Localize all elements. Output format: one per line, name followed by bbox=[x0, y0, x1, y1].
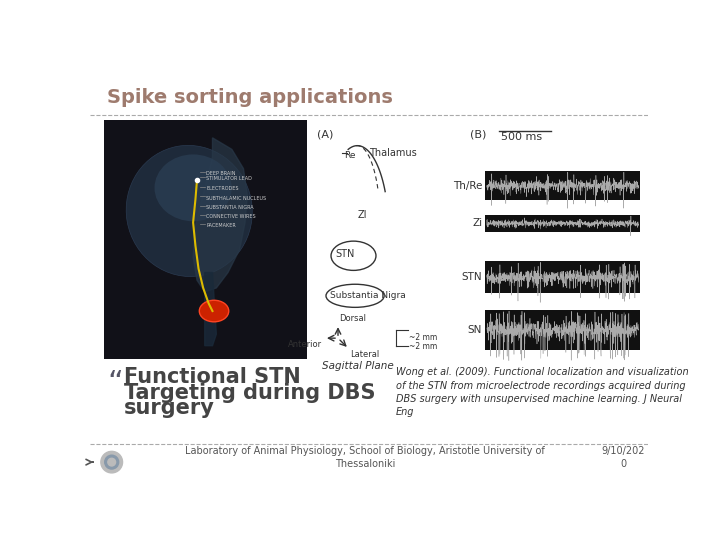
Text: DEEP BRAIN: DEEP BRAIN bbox=[207, 171, 235, 176]
Text: 9/10/202
0: 9/10/202 0 bbox=[601, 446, 645, 469]
Ellipse shape bbox=[199, 300, 229, 322]
Text: Dorsal: Dorsal bbox=[340, 314, 366, 323]
Text: (B): (B) bbox=[469, 130, 486, 139]
Bar bbox=[485, 261, 640, 293]
Circle shape bbox=[104, 455, 119, 469]
Text: Substantia Nigra: Substantia Nigra bbox=[330, 291, 406, 300]
Text: surgery: surgery bbox=[124, 398, 215, 418]
Text: ELECTRODES: ELECTRODES bbox=[207, 186, 239, 191]
Text: SN: SN bbox=[468, 325, 482, 335]
Text: Re: Re bbox=[344, 151, 356, 160]
Text: STN: STN bbox=[336, 249, 355, 259]
Circle shape bbox=[101, 451, 122, 473]
Text: CONNECTIVE WIRES: CONNECTIVE WIRES bbox=[207, 214, 256, 219]
Text: Anterior: Anterior bbox=[289, 340, 323, 349]
Text: PACEMAKER: PACEMAKER bbox=[207, 223, 236, 228]
Circle shape bbox=[108, 458, 116, 466]
Polygon shape bbox=[204, 273, 216, 346]
Text: Functional STN: Functional STN bbox=[124, 367, 301, 387]
Polygon shape bbox=[193, 138, 248, 292]
Bar bbox=[485, 309, 640, 350]
Text: Targeting during DBS: Targeting during DBS bbox=[124, 383, 376, 403]
Text: “: “ bbox=[107, 369, 123, 398]
Text: STN: STN bbox=[462, 272, 482, 282]
Text: ~2 mm: ~2 mm bbox=[409, 342, 438, 351]
Text: (A): (A) bbox=[317, 130, 333, 139]
Bar bbox=[485, 171, 640, 200]
Text: Lateral: Lateral bbox=[351, 350, 379, 360]
Ellipse shape bbox=[126, 145, 252, 276]
Text: 500 ms: 500 ms bbox=[500, 132, 542, 142]
Text: SUBSTANTIA NIGRA: SUBSTANTIA NIGRA bbox=[207, 205, 254, 210]
Text: Laboratory of Animal Physiology, School of Biology, Aristotle University of
Thes: Laboratory of Animal Physiology, School … bbox=[185, 446, 545, 469]
Text: ~2 mm: ~2 mm bbox=[409, 333, 438, 342]
Text: Thalamus: Thalamus bbox=[369, 148, 417, 158]
Text: Sagittal Plane: Sagittal Plane bbox=[322, 361, 393, 372]
Ellipse shape bbox=[155, 154, 232, 221]
Text: ZI: ZI bbox=[357, 210, 367, 220]
Text: SUBTHALAMIC NUCLEUS: SUBTHALAMIC NUCLEUS bbox=[207, 195, 266, 200]
Text: Spike sorting applications: Spike sorting applications bbox=[107, 87, 393, 106]
Text: Zi: Zi bbox=[472, 218, 482, 228]
Text: Wong et al. (2009). Functional localization and visualization
of the STN from mi: Wong et al. (2009). Functional localizat… bbox=[396, 367, 689, 417]
Bar bbox=[104, 120, 307, 359]
Text: STIMULATOR LEAD: STIMULATOR LEAD bbox=[207, 176, 252, 181]
Bar bbox=[485, 215, 640, 232]
Text: Th/Re: Th/Re bbox=[453, 181, 482, 191]
